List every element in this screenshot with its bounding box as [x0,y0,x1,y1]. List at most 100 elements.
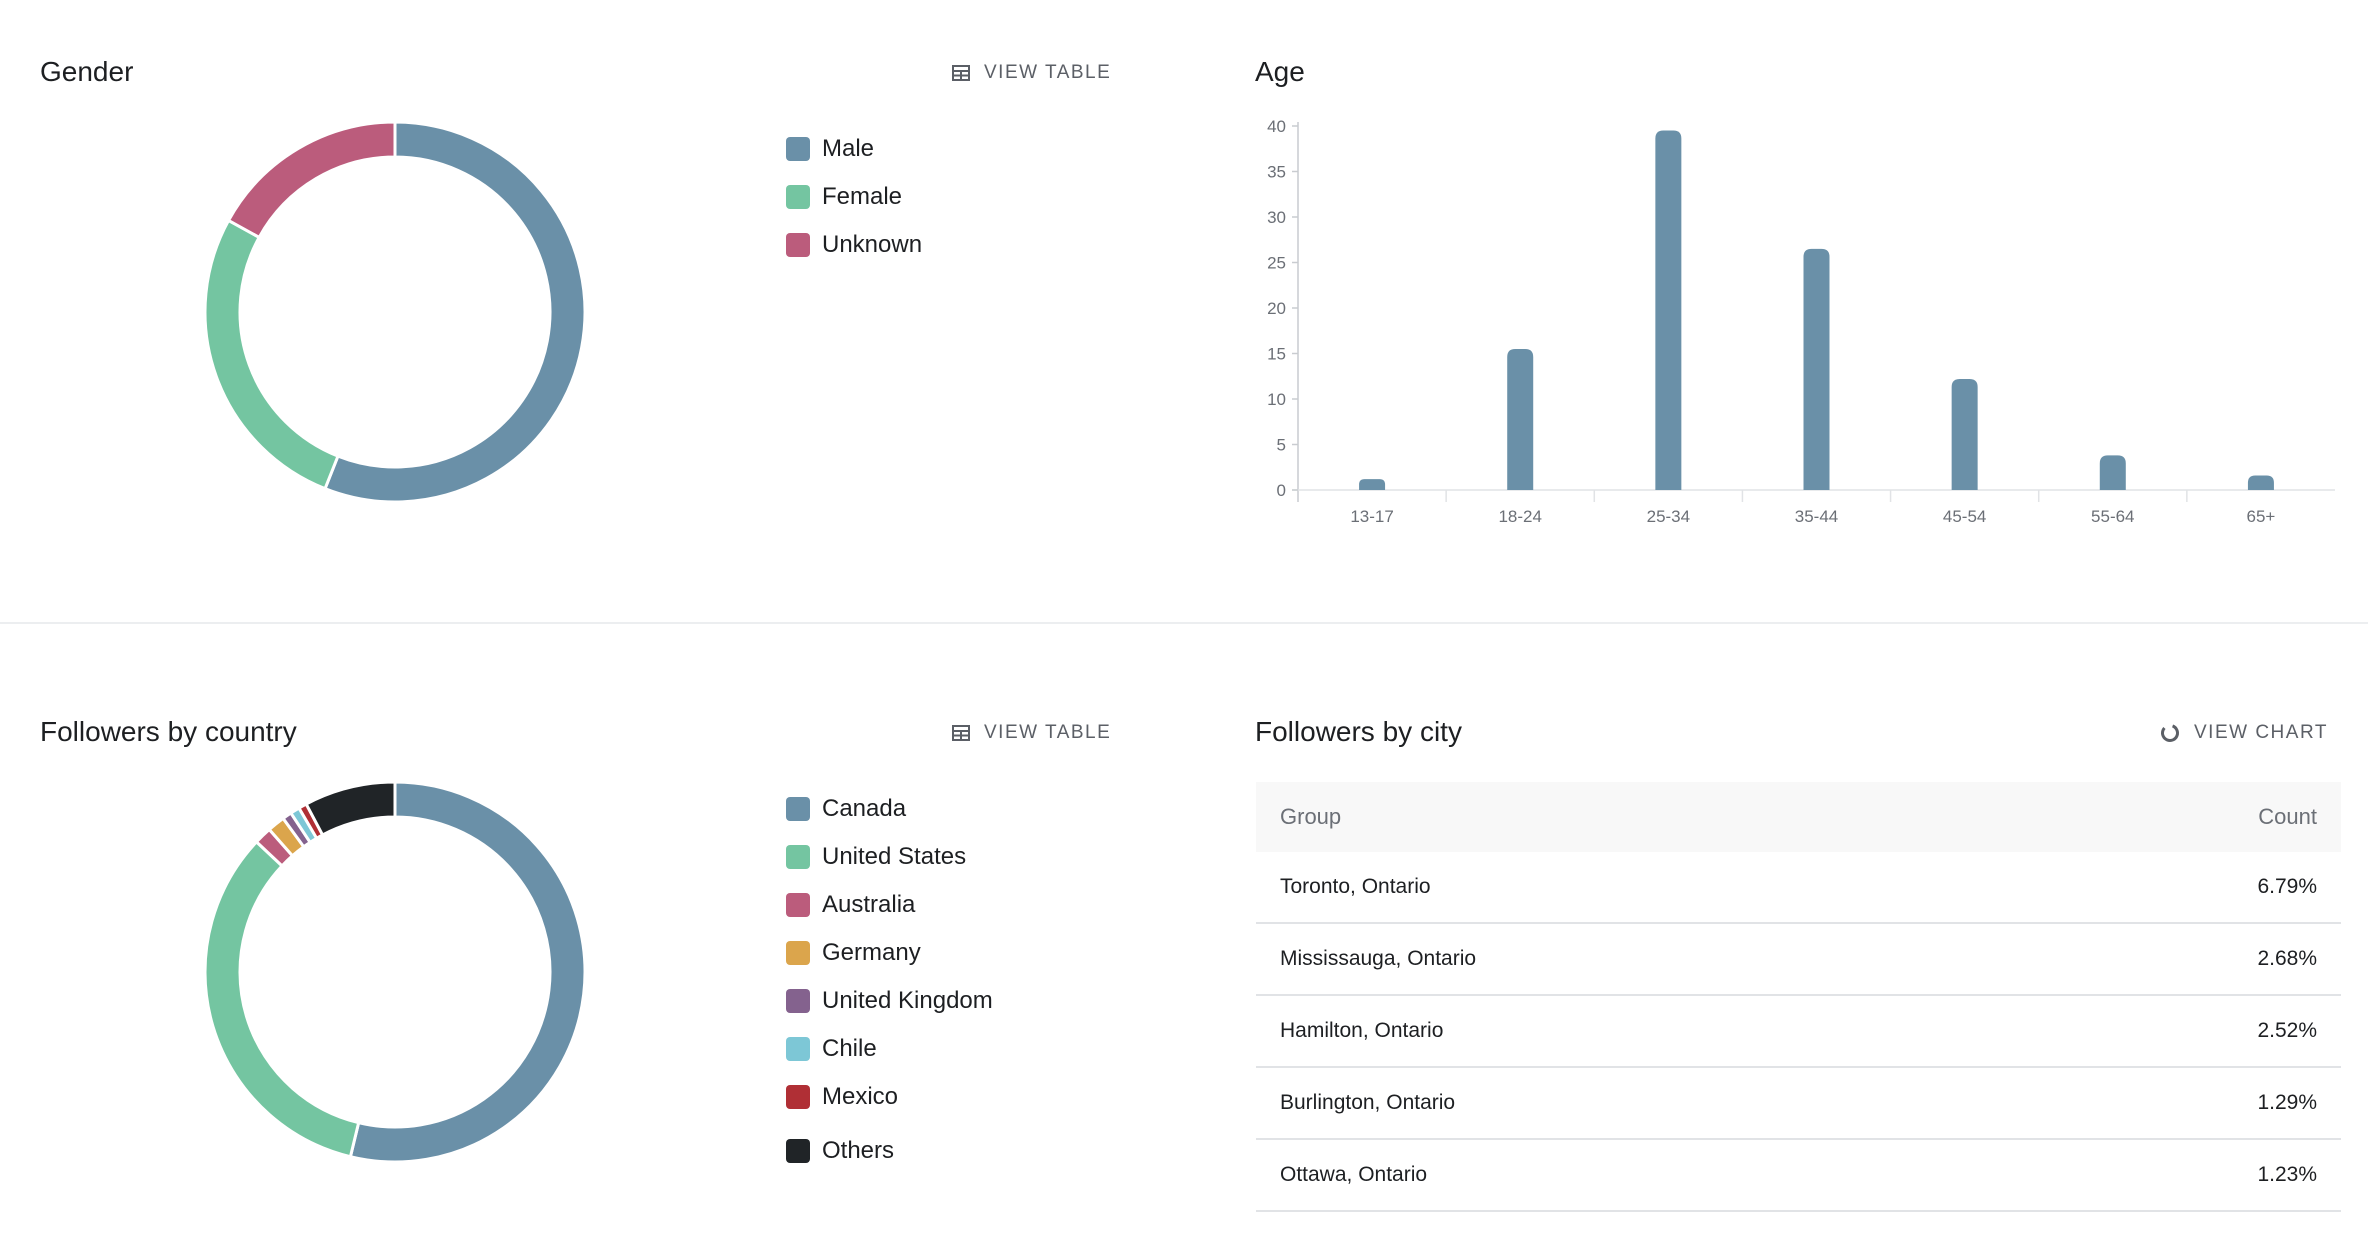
legend-label: United States [822,843,967,870]
x-tick-label: 35-44 [1795,507,1838,526]
table-icon [952,65,970,81]
x-tick-label: 65+ [2247,507,2276,526]
legend-swatch [786,233,810,257]
city-count-cell: 2.68% [2009,923,2341,996]
city-group-cell: Mississauga, Ontario [1256,923,2010,996]
country-donut-chart [203,780,587,1164]
legend-item-mexico: Mexico [786,1073,993,1121]
gender-title: Gender [40,56,134,87]
city-group-cell: Ottawa, Ontario [1256,1139,2010,1212]
bar-45-54 [1951,378,1978,490]
legend-swatch [786,137,810,161]
gender-view-table-button[interactable]: VIEW TABLE [952,62,1111,84]
column-header-group: Group [1256,782,2010,852]
legend-swatch [786,185,810,209]
city-count-cell: 1.29% [2009,1067,2341,1140]
bar-35-44 [1803,248,1830,490]
legend-swatch [786,797,810,821]
country-legend: Canada United States Australia Germany Unite… [786,785,993,1175]
age-bar-chart: 0 5 10 15 20 25 30 35 40 13-17 18-24 25-34 35-44 45-5… [1267,117,2335,526]
city-count-cell: 2.52% [2009,995,2341,1068]
x-tick-label: 55-64 [2091,507,2134,526]
x-tick-label: 45-54 [1943,507,1986,526]
donut-slice-female [203,218,340,491]
legend-label: Female [822,183,903,210]
legend-item-canada: Canada [786,785,993,833]
legend-label: Others [822,1137,895,1164]
legend-item-australia: Australia [786,881,993,929]
country-view-table-button[interactable]: VIEW TABLE [952,722,1111,744]
table-row: Burlington, Ontario 1.29% [1256,1067,2341,1140]
y-tick-label: 35 [1267,163,1286,182]
bar-13-17 [1359,479,1386,490]
city-count-cell: 1.23% [2009,1139,2341,1212]
legend-item-female: Female [786,173,922,221]
table-row: Hamilton, Ontario 2.52% [1256,995,2341,1068]
legend-label: Canada [822,795,907,822]
legend-item-united-states: United States [786,833,993,881]
y-tick-label: 20 [1267,299,1286,318]
city-group-cell: Burlington, Ontario [1256,1067,2010,1140]
y-tick-label: 10 [1267,390,1286,409]
country-view-table-label: VIEW TABLE [984,722,1112,743]
section-divider [0,622,2368,624]
y-tick-label: 25 [1267,254,1286,273]
gender-view-table-label: VIEW TABLE [984,62,1112,83]
legend-swatch [786,845,810,869]
city-title: Followers by city [1255,716,1462,747]
legend-item-united-kingdom: United Kingdom [786,977,993,1025]
table-icon [952,725,970,741]
donut-slice-male [323,120,587,504]
legend-label: United Kingdom [822,987,993,1014]
city-view-chart-label: VIEW CHART [2194,722,2328,743]
city-view-chart-button[interactable]: VIEW CHART [2160,722,2328,744]
table-row: Ottawa, Ontario 1.23% [1256,1139,2341,1212]
y-tick-label: 30 [1267,208,1286,227]
y-tick-label: 15 [1267,345,1286,364]
country-title: Followers by country [40,716,297,747]
city-count-cell: 6.79% [2009,852,2341,924]
city-group-cell: Toronto, Ontario [1256,852,2010,924]
x-tick-label: 25-34 [1647,507,1690,526]
legend-label: Chile [822,1035,877,1062]
donut-slice-unknown [226,120,397,240]
gender-donut-chart [203,120,587,504]
table-header-row: Group Count [1256,782,2341,852]
bar-65 [2247,475,2274,490]
legend-label: Mexico [822,1083,899,1110]
legend-swatch [786,941,810,965]
legend-label: Unknown [822,231,923,258]
donut-slice-united-states [203,839,361,1159]
legend-swatch [786,989,810,1013]
y-tick-label: 40 [1267,117,1286,136]
column-header-count: Count [2009,782,2341,852]
legend-label: Male [822,135,875,162]
legend-swatch [786,1085,810,1109]
legend-label: Australia [822,891,916,918]
legend-swatch [786,1139,810,1163]
donut-slice-canada [348,780,587,1164]
legend-swatch [786,893,810,917]
city-group-cell: Hamilton, Ontario [1256,995,2010,1068]
legend-item-chile: Chile [786,1025,993,1073]
bar-18-24 [1507,348,1534,490]
legend-item-germany: Germany [786,929,993,977]
gender-legend: Male Female Unknown [786,125,922,269]
legend-item-male: Male [786,125,922,173]
city-table: Group Count Toronto, Ontario 6.79% Missi… [1256,782,2341,1212]
y-tick-label: 0 [1277,481,1286,500]
y-tick-label: 5 [1277,436,1286,455]
donut-slice-others [304,780,397,837]
age-title: Age [1255,56,1305,87]
x-tick-label: 18-24 [1498,507,1541,526]
table-row: Toronto, Ontario 6.79% [1256,852,2341,924]
legend-item-others: Others [786,1127,993,1175]
legend-swatch [786,1037,810,1061]
legend-label: Germany [822,939,921,966]
bar-25-34 [1655,130,1682,491]
bar-55-64 [2099,455,2126,490]
x-tick-label: 13-17 [1350,507,1393,526]
table-row: Mississauga, Ontario 2.68% [1256,923,2341,996]
legend-item-unknown: Unknown [786,221,922,269]
donut-chart-icon [2161,724,2179,742]
